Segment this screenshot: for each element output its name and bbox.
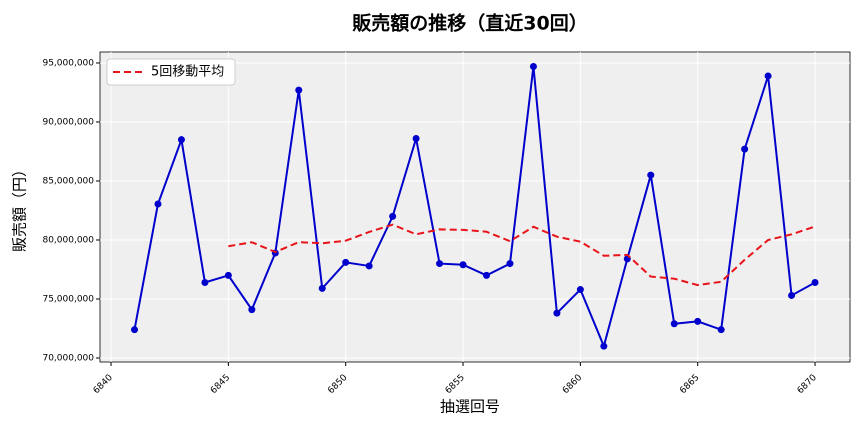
x-tick-label: 6855 <box>444 373 467 396</box>
data-point <box>154 200 162 208</box>
data-point <box>177 136 185 144</box>
y-tick-label: 95,000,000 <box>42 58 94 68</box>
y-tick-label: 75,000,000 <box>42 294 94 304</box>
x-tick-label: 6860 <box>561 373 584 396</box>
data-point <box>482 271 490 279</box>
data-point <box>342 258 350 266</box>
y-tick-label: 85,000,000 <box>42 176 94 186</box>
data-point <box>365 262 373 270</box>
data-point <box>576 286 584 294</box>
chart-title: 販売額の推移（直近30回） <box>352 12 587 35</box>
legend-label: 5回移動平均 <box>151 65 224 80</box>
data-point <box>529 63 537 71</box>
data-point <box>224 271 232 279</box>
data-point <box>600 342 608 350</box>
data-point <box>201 278 209 286</box>
x-tick-label: 6865 <box>678 373 701 396</box>
data-point <box>506 260 514 268</box>
data-point <box>670 320 678 328</box>
data-point <box>318 284 326 292</box>
data-point <box>788 291 796 299</box>
data-point <box>647 171 655 179</box>
series-line <box>133 66 816 350</box>
data-point <box>459 261 467 269</box>
data-point <box>389 212 397 220</box>
data-point <box>436 260 444 268</box>
y-tick-label: 90,000,000 <box>42 117 94 127</box>
data-point <box>811 278 819 286</box>
data-point <box>741 145 749 153</box>
x-tick-label: 6870 <box>796 373 819 396</box>
data-point <box>764 72 772 80</box>
plot-area <box>99 51 851 363</box>
legend: 5回移動平均 <box>106 58 236 86</box>
y-tick-label: 80,000,000 <box>42 235 94 245</box>
x-tick-label: 6850 <box>326 373 349 396</box>
data-point <box>553 309 561 317</box>
data-point <box>248 306 256 314</box>
x-tick-label: 6840 <box>92 373 115 396</box>
y-axis-label: 販売額（円） <box>11 162 29 252</box>
data-point <box>717 326 725 334</box>
y-tick-label: 70,000,000 <box>42 353 94 363</box>
series-line <box>228 223 816 287</box>
data-point <box>694 317 702 325</box>
x-tick-label: 6845 <box>209 373 232 396</box>
data-point <box>130 326 138 334</box>
data-point <box>412 134 420 142</box>
plot <box>130 63 819 350</box>
x-axis-label: 抽選回号 <box>440 398 500 416</box>
data-point <box>295 86 303 94</box>
legend-box <box>106 58 236 86</box>
